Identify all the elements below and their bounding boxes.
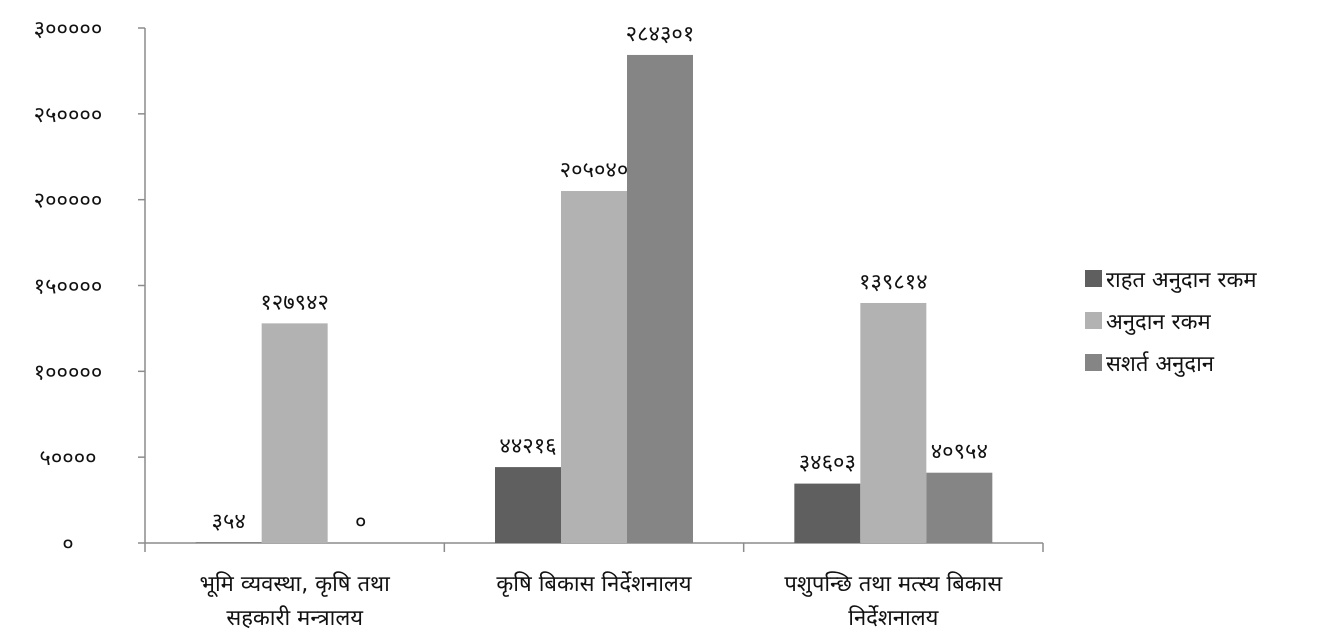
x-category-label: कृषि बिकास निर्देशनालय <box>496 571 692 597</box>
bar <box>627 54 693 543</box>
y-tick-label: ५०००० <box>39 446 96 471</box>
legend-label: अनुदान रकम <box>1106 310 1211 335</box>
data-label: ३४६०३ <box>799 451 856 476</box>
data-labels-group: ३५४ ४४२१६ ३४६०३ १२७९४२ २०५०४० १३९८१४ ० २८४३०१ ४०… <box>212 22 988 535</box>
bars-group <box>195 54 993 544</box>
data-label: ४०९५४ <box>931 440 988 465</box>
axes: ० ५०००० १००००० १५०००० २००००० २५०००० ३००००० भूमि… <box>34 17 1044 631</box>
bar <box>794 483 861 543</box>
data-label: ४४२१६ <box>499 434 556 459</box>
bar <box>261 323 328 543</box>
y-tick-label: २००००० <box>34 189 103 214</box>
y-tick-label: १००००० <box>34 360 103 385</box>
bar <box>926 472 993 543</box>
data-label: ३५४ <box>212 509 246 534</box>
bar <box>195 542 262 543</box>
legend-swatch <box>1085 270 1102 287</box>
legend-label: राहत अनुदान रकम <box>1106 268 1257 293</box>
data-label: १३९८१४ <box>859 270 928 295</box>
y-tick-label: ० <box>62 532 73 557</box>
legend-item: अनुदान रकम <box>1085 310 1211 335</box>
legend: राहत अनुदान रकम अनुदान रकम सशर्त अनुदान <box>1085 268 1257 377</box>
legend-swatch <box>1085 312 1102 329</box>
y-tick-label: १५०००० <box>34 275 103 300</box>
data-label: २८४३०१ <box>626 22 695 47</box>
legend-label: सशर्त अनुदान <box>1106 351 1215 377</box>
data-label: २०५०४० <box>560 158 629 183</box>
data-label: १२७९४२ <box>260 290 329 315</box>
legend-item: सशर्त अनुदान <box>1085 351 1215 377</box>
y-tick-label: ३००००० <box>34 17 103 42</box>
bar <box>495 467 561 543</box>
bar <box>860 302 927 543</box>
x-category-label: पशुपन्छि तथा मत्स्य बिकास निर्देशनालय <box>784 571 1003 631</box>
data-label: ० <box>355 510 366 535</box>
legend-swatch <box>1085 354 1102 371</box>
x-category-label: भूमि व्यवस्था, कृषि तथा सहकारी मन्त्रालय <box>200 571 391 631</box>
legend-item: राहत अनुदान रकम <box>1085 268 1257 293</box>
y-tick-label: २५०००० <box>34 103 103 128</box>
bar <box>561 191 627 544</box>
